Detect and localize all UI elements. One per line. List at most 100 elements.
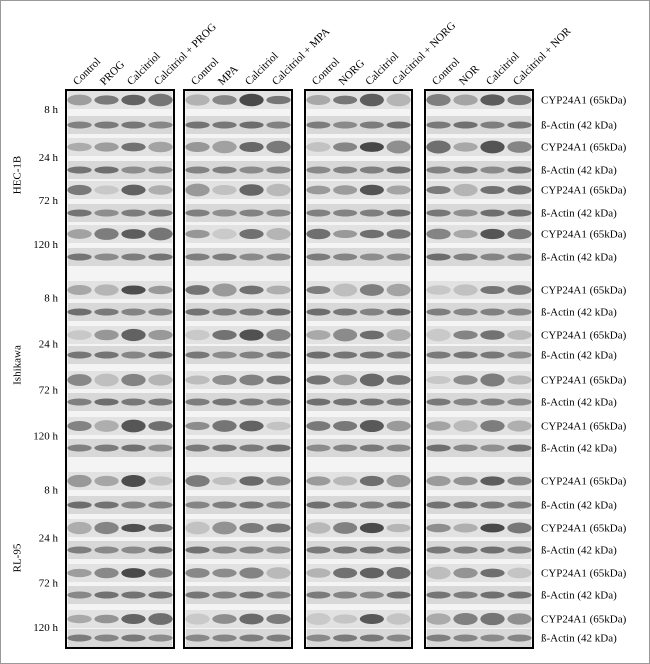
band [426, 398, 451, 406]
band [266, 329, 291, 341]
band [453, 330, 478, 340]
band [426, 444, 451, 452]
band [148, 591, 173, 599]
band [212, 351, 237, 359]
band [121, 475, 146, 487]
time-label: 8 h [44, 485, 58, 497]
band [239, 374, 264, 386]
band-strip [68, 346, 172, 364]
band-strip [307, 225, 410, 243]
band-strip [68, 519, 172, 537]
band [148, 501, 173, 509]
time-label: 24 h [39, 339, 59, 351]
band [121, 142, 146, 152]
band [359, 330, 384, 340]
band [359, 284, 384, 296]
band-strip [186, 417, 290, 435]
blot-panel [424, 89, 534, 649]
band [212, 95, 237, 105]
band [507, 476, 532, 486]
band [266, 121, 291, 129]
band [94, 420, 119, 432]
band [67, 121, 92, 129]
band-strip [68, 496, 172, 514]
band [67, 308, 92, 316]
band [453, 183, 478, 197]
band [239, 522, 264, 534]
band [426, 121, 451, 129]
band [386, 308, 411, 316]
band [212, 166, 237, 174]
row-label: ß-Actin (42 kDa) [541, 500, 617, 512]
band [453, 142, 478, 152]
band-strip [307, 248, 410, 266]
band [148, 141, 173, 153]
band [121, 253, 146, 261]
band-strip [307, 496, 410, 514]
band [239, 308, 264, 316]
band [426, 566, 451, 580]
band [67, 474, 92, 488]
band-strip [68, 610, 172, 628]
band-strip [186, 393, 290, 411]
band [94, 142, 119, 152]
band-strip [427, 281, 531, 299]
band [94, 444, 119, 452]
panel-border [65, 89, 175, 649]
band [480, 501, 505, 509]
band [359, 351, 384, 359]
band [121, 229, 146, 239]
band [94, 166, 119, 174]
band [453, 166, 478, 174]
band [359, 614, 384, 624]
row-label: CYP24A1 (65kDa) [541, 476, 627, 488]
band [359, 546, 384, 554]
band-strip [186, 586, 290, 604]
band [239, 166, 264, 174]
band [507, 501, 532, 509]
band-strip [427, 248, 531, 266]
band [239, 420, 264, 432]
band [453, 253, 478, 261]
band [359, 373, 384, 387]
row-label: CYP24A1 (65kDa) [541, 523, 627, 535]
band [333, 420, 358, 432]
band [507, 591, 532, 599]
band-strip [427, 519, 531, 537]
band [185, 166, 210, 174]
band [359, 522, 384, 534]
band [306, 185, 331, 195]
band [185, 209, 210, 217]
band [239, 398, 264, 406]
band [333, 308, 358, 316]
band [333, 398, 358, 406]
band [359, 229, 384, 239]
band [507, 308, 532, 316]
band [121, 209, 146, 217]
band [266, 228, 291, 240]
band [480, 420, 505, 432]
band-strip [427, 629, 531, 647]
band [67, 591, 92, 599]
band [212, 634, 237, 642]
band [67, 142, 92, 152]
band [148, 421, 173, 431]
band [239, 351, 264, 359]
band [333, 634, 358, 642]
band [386, 444, 411, 452]
time-label: 120 h [33, 239, 58, 251]
time-label: 120 h [33, 431, 58, 443]
band [426, 591, 451, 599]
band [306, 613, 331, 625]
band-strip [186, 181, 290, 199]
band [266, 398, 291, 406]
time-label: 72 h [39, 385, 59, 397]
band [121, 285, 146, 295]
time-label: 72 h [39, 195, 59, 207]
band [67, 284, 92, 296]
band [185, 475, 210, 487]
band-strip [186, 225, 290, 243]
band [94, 546, 119, 554]
band-strip [307, 138, 410, 156]
band [480, 351, 505, 359]
